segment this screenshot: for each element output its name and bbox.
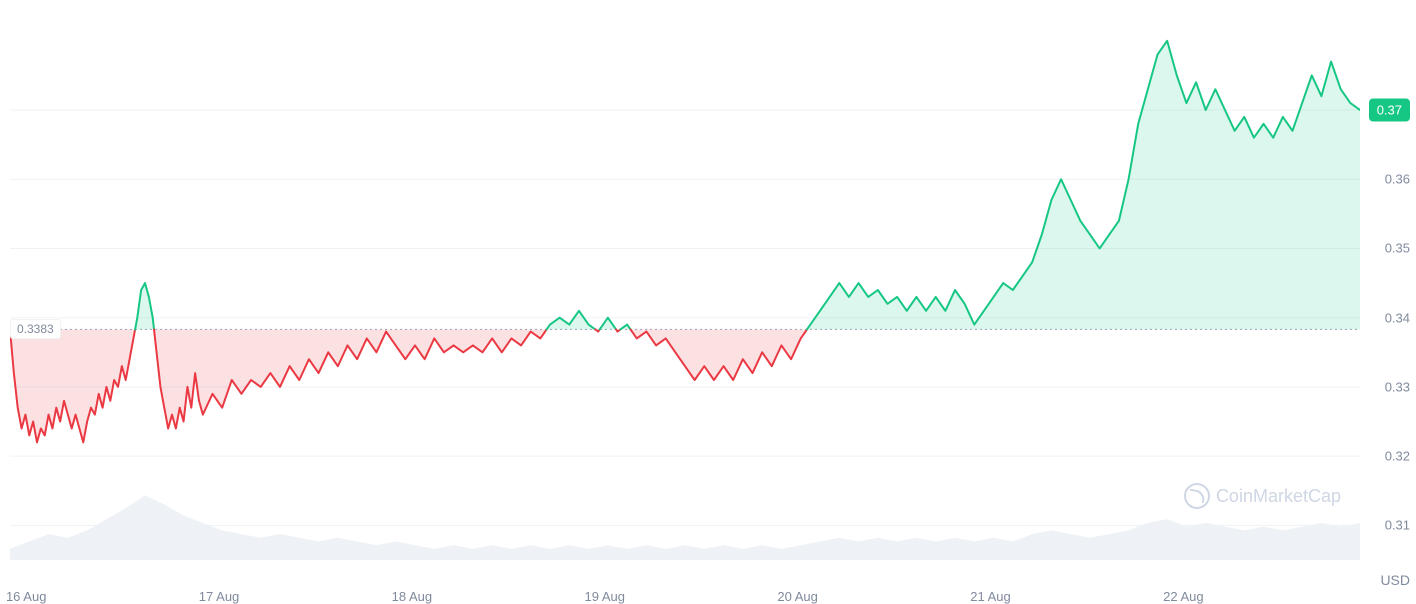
x-tick-label: 17 Aug [199,589,240,604]
price-chart[interactable] [10,10,1360,560]
x-tick-label: 21 Aug [970,589,1011,604]
current-price-tag: 0.37 [1369,99,1410,122]
y-tick-label: 0.32 [1385,449,1410,464]
y-tick-label: 0.31 [1385,518,1410,533]
baseline-price-label: 0.3383 [10,319,61,339]
y-axis: 0.31 0.32 0.33 0.34 0.35 0.36 0.37 [1370,10,1416,560]
watermark: CoinMarketCap [1184,483,1341,509]
x-tick-label: 16 Aug [6,589,47,604]
watermark-text: CoinMarketCap [1216,486,1341,507]
chart-svg [10,10,1360,560]
x-tick-label: 19 Aug [585,589,626,604]
y-tick-label: 0.35 [1385,241,1410,256]
y-tick-label: 0.36 [1385,172,1410,187]
currency-label: USD [1380,572,1410,588]
coinmarketcap-logo-icon [1184,483,1210,509]
y-tick-label: 0.33 [1385,379,1410,394]
x-tick-label: 18 Aug [392,589,433,604]
x-tick-label: 20 Aug [777,589,818,604]
x-axis: 16 Aug17 Aug18 Aug19 Aug20 Aug21 Aug22 A… [10,584,1360,604]
y-tick-label: 0.34 [1385,310,1410,325]
x-tick-label: 22 Aug [1163,589,1204,604]
